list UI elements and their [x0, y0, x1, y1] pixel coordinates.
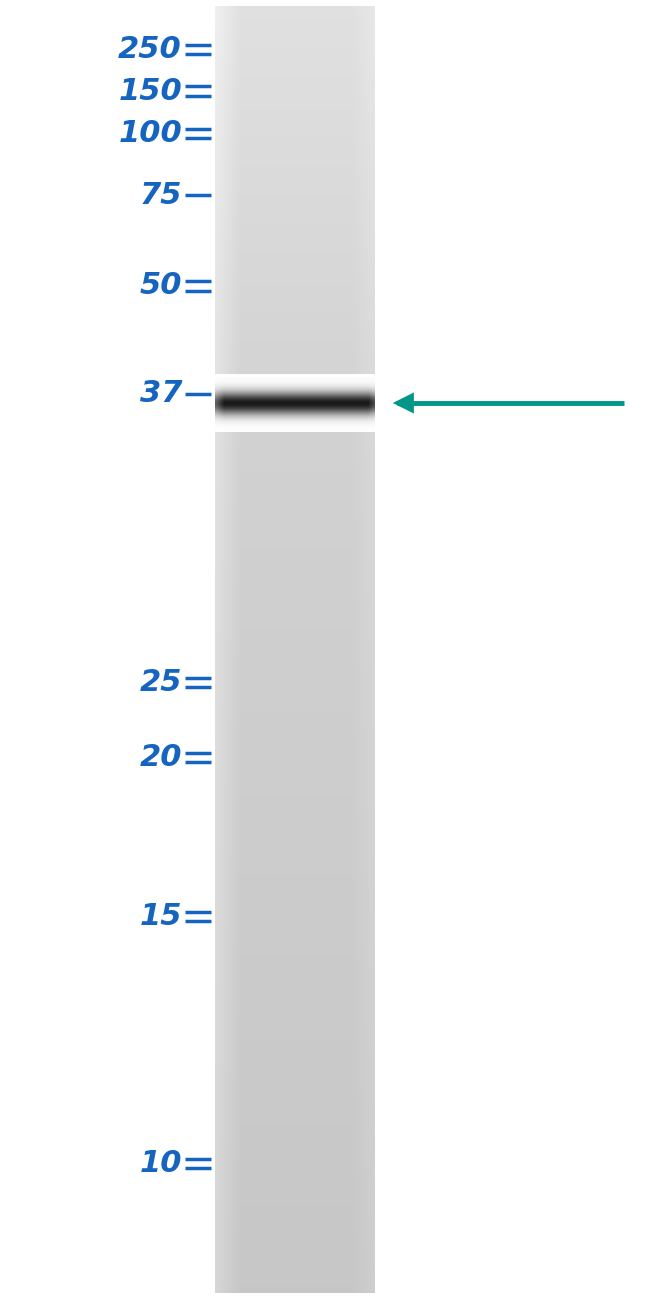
- Text: 37: 37: [140, 380, 182, 408]
- Text: 150: 150: [118, 77, 182, 105]
- Text: 75: 75: [140, 181, 182, 209]
- Text: 10: 10: [140, 1149, 182, 1178]
- Text: 50: 50: [140, 272, 182, 300]
- Text: 100: 100: [118, 120, 182, 148]
- Text: 15: 15: [140, 902, 182, 931]
- Text: 20: 20: [140, 744, 182, 772]
- Text: 25: 25: [140, 668, 182, 697]
- Text: 250: 250: [118, 35, 182, 64]
